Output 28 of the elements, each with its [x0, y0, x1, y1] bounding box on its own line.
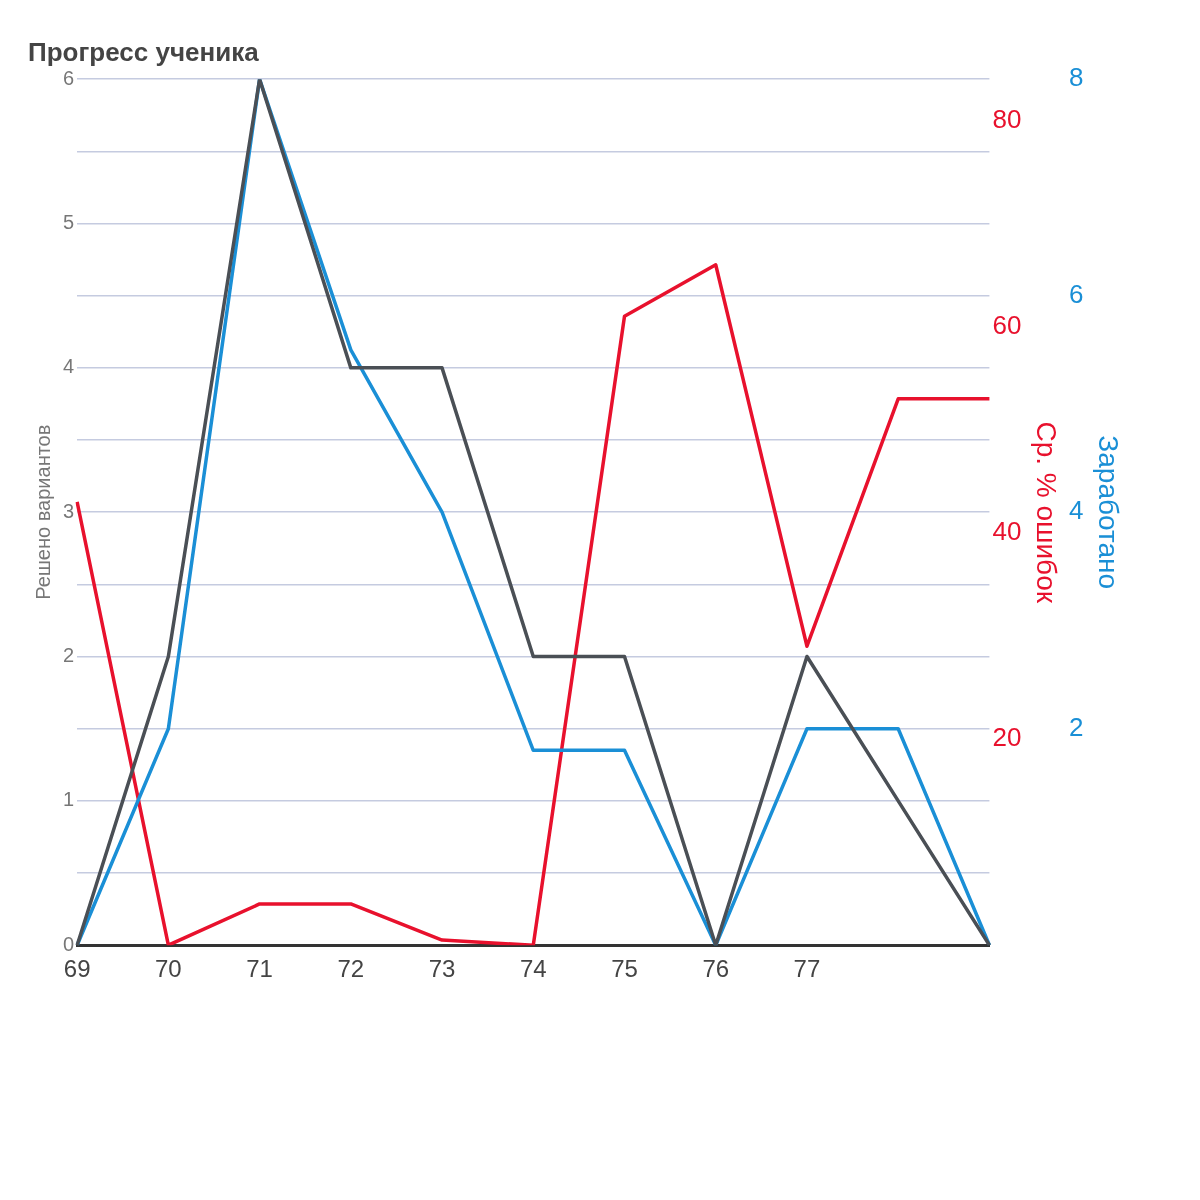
chart-title: Прогресс ученика [28, 36, 260, 67]
x-tick-label: 72 [337, 955, 365, 983]
y-tick-label: 6 [63, 66, 75, 89]
x-tick-label: 76 [702, 955, 730, 983]
y2-tick-label: 6 [1068, 278, 1084, 309]
y3-tick-label: 20 [992, 722, 1022, 753]
y-axis-title: Решено вариантов [31, 424, 54, 600]
y-tick-label: 4 [63, 355, 75, 378]
x-tick-label: 70 [155, 955, 182, 983]
y2-axis-title: Заработано [1093, 435, 1125, 590]
x-tick-label: 77 [793, 955, 821, 983]
x-tick-label: 71 [246, 955, 273, 983]
y3-axis-title: Ср. % ошибок [1031, 421, 1063, 604]
y2-tick-label: 8 [1068, 62, 1084, 93]
y-tick-label: 2 [63, 644, 75, 667]
y-tick-label: 1 [63, 788, 75, 811]
y3-tick-label: 60 [992, 309, 1022, 340]
y3-tick-label: 40 [992, 515, 1022, 546]
y-tick-label: 5 [63, 211, 75, 234]
x-tick-label: 69 [63, 955, 91, 983]
x-tick-label: 73 [428, 955, 456, 983]
y2-tick-label: 4 [1068, 495, 1084, 526]
y-tick-label: 0 [63, 932, 75, 955]
x-tick-label: 75 [611, 955, 638, 983]
y2-tick-label: 2 [1068, 711, 1084, 742]
y-tick-label: 3 [63, 499, 75, 522]
x-tick-label: 74 [519, 955, 547, 983]
y3-tick-label: 80 [992, 103, 1022, 134]
